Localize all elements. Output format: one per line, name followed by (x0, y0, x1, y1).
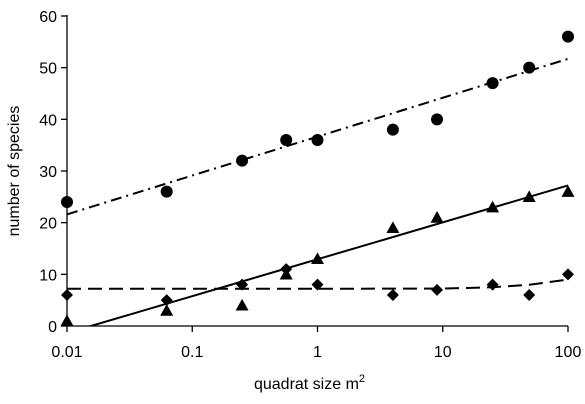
diamond-data-point (311, 278, 324, 291)
triangle-data-point (160, 304, 174, 316)
y-tick-label: 40 (39, 112, 57, 129)
diamond-data-point (236, 278, 249, 291)
triangle-data-point (311, 252, 324, 265)
circle-data-point (280, 134, 293, 146)
x-tick-label: 100 (555, 344, 582, 361)
x-axis-title-superscript: 2 (359, 373, 365, 385)
circle-data-point (523, 61, 536, 74)
triangle-data-point (561, 185, 575, 197)
triangle-data-point (235, 298, 249, 311)
triangle-series-fit-line (87, 184, 569, 326)
circle-data-point (486, 77, 499, 90)
x-tick-label: 0.1 (181, 344, 203, 361)
y-tick-label: 20 (39, 216, 57, 233)
circle-data-point (431, 113, 444, 126)
diamond-data-point (523, 289, 536, 301)
circle-data-point (236, 154, 249, 167)
diamond-data-point (160, 294, 173, 307)
diamond-data-point (486, 278, 499, 291)
diamond-data-point (431, 283, 444, 296)
triangle-data-point (386, 221, 400, 234)
circle-data-point (562, 30, 574, 43)
diamond-data-point (386, 289, 399, 301)
diamond-data-point (280, 263, 293, 276)
x-axis-title-text: quadrat size m (254, 376, 359, 393)
diamond-data-point (562, 268, 574, 281)
circle-data-point (160, 185, 173, 198)
triangle-data-point (430, 211, 444, 223)
y-axis-title: number of species (6, 106, 23, 237)
triangle-data-point (522, 190, 536, 203)
y-tick-label: 0 (48, 319, 57, 336)
x-tick-label: 0.01 (51, 344, 82, 361)
y-tick-label: 50 (39, 61, 57, 78)
triangle-data-point (486, 200, 500, 213)
plot-area (60, 30, 575, 327)
circle-data-point (311, 134, 324, 146)
axis-ticks: 0 10 20 30 40 50 60 0.01 0.1 1 10 100 (39, 9, 581, 361)
x-tick-label: 1 (313, 344, 322, 361)
x-tick-label: 10 (434, 344, 452, 361)
circle-data-point (386, 123, 399, 136)
y-tick-label: 30 (39, 164, 57, 181)
x-axis-title: quadrat size m2 (254, 373, 365, 393)
diamond-series-fit-line (67, 278, 569, 290)
y-tick-label: 10 (39, 267, 57, 284)
y-tick-label: 60 (39, 9, 57, 26)
